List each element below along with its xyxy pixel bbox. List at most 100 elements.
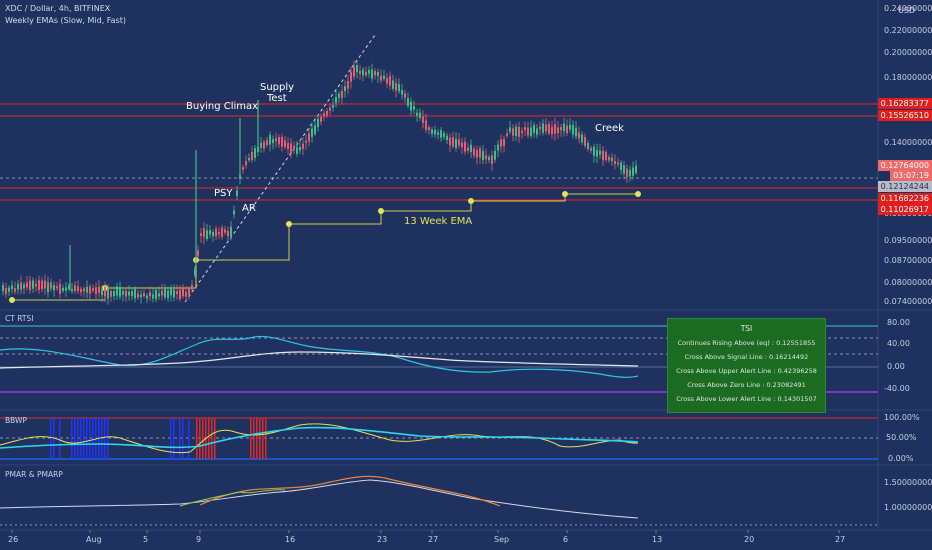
bbwp-bar	[262, 418, 264, 459]
candle-body	[476, 150, 478, 158]
candle-body	[74, 285, 76, 292]
time-axis[interactable]	[11, 530, 840, 533]
candle-body	[578, 132, 580, 139]
candle-body	[182, 287, 184, 297]
candle-body	[110, 291, 112, 297]
bbwp-pane-label[interactable]: BBWP	[5, 416, 27, 425]
candle-body	[266, 140, 268, 146]
candle-body	[98, 286, 100, 293]
time-label: 20	[744, 535, 755, 544]
candle-body	[581, 134, 583, 143]
annotation-psy: PSY	[214, 188, 233, 199]
candle-body	[416, 112, 418, 116]
candle-body	[221, 227, 223, 238]
candle-body	[590, 147, 592, 151]
candle-body	[20, 282, 22, 290]
trend-line	[184, 34, 376, 303]
candle-body	[458, 139, 460, 146]
price-label: 0.09500000	[884, 236, 932, 245]
candle-body	[473, 148, 475, 156]
candle-body	[230, 226, 232, 236]
pmar-axis-label: 1.00000000	[884, 503, 932, 512]
candle-body	[359, 70, 361, 74]
candle-body	[107, 289, 109, 299]
candle-body	[596, 149, 598, 157]
bbwp-bar	[77, 418, 79, 459]
bbwp-bar	[95, 418, 97, 459]
candle-body	[545, 124, 547, 132]
candle-body	[272, 139, 274, 144]
annotation-buying-climax: Buying Climax	[186, 101, 259, 112]
candle-body	[242, 166, 244, 170]
candle-body	[485, 155, 487, 160]
candle-body	[236, 190, 238, 197]
bbwp-bar	[202, 418, 204, 459]
candle-body	[47, 282, 49, 293]
time-label: 23	[377, 535, 388, 544]
candle-body	[548, 123, 550, 134]
bbwp-bar	[179, 418, 181, 459]
bbwp-bar	[256, 418, 258, 459]
bbwp-bar	[188, 418, 190, 459]
bbwp-bar	[80, 418, 82, 459]
time-label: 27	[835, 535, 846, 544]
bbwp-bar	[265, 418, 267, 459]
candle-body	[494, 150, 496, 160]
candle-body	[341, 90, 343, 99]
candle-body	[566, 125, 568, 134]
candle-body	[140, 294, 142, 298]
candle-body	[419, 112, 421, 118]
candle-body	[269, 134, 271, 145]
candle-body	[380, 75, 382, 81]
candle-body	[557, 127, 559, 134]
rtsi-pane-label[interactable]: CT RTSI	[5, 314, 34, 323]
candle-body	[353, 66, 355, 77]
candle-body	[212, 231, 214, 237]
candle-body	[200, 233, 202, 237]
candle-body	[431, 129, 433, 134]
candle-body	[83, 288, 85, 292]
candle-body	[125, 290, 127, 297]
candle-body	[131, 290, 133, 297]
time-label: Sep	[494, 535, 510, 544]
candle-body	[101, 289, 103, 296]
price-label: 0.24000000	[884, 4, 932, 13]
candle-body	[401, 89, 403, 95]
candle-body	[560, 127, 562, 131]
candle-body	[611, 157, 613, 162]
candle-body	[512, 128, 514, 136]
bbwp-bar	[71, 418, 73, 459]
candle-body	[464, 141, 466, 152]
bbwp-bar	[253, 418, 255, 459]
bbwp-axis-label: 100.00%	[884, 413, 920, 422]
tsi-row: Continues Rising Above (eq) : 0.12551855	[677, 339, 816, 347]
bbwp-bar	[86, 418, 88, 459]
candle-body	[128, 291, 130, 296]
candle-body	[152, 294, 154, 299]
candle-body	[305, 140, 307, 143]
tsi-row: Cross Above Lower Alert Line : 0.1430150…	[676, 395, 817, 403]
candle-body	[170, 288, 172, 296]
candle-body	[338, 93, 340, 98]
candle-body	[143, 293, 145, 297]
candle-body	[158, 293, 160, 297]
pmar-axis-label: 1.50000000	[884, 478, 932, 487]
candle-body	[608, 156, 610, 161]
price-label: 0.07400000	[884, 297, 932, 306]
candle-body	[446, 135, 448, 140]
candle-body	[482, 151, 484, 161]
candle-body	[77, 286, 79, 292]
candle-body	[449, 137, 451, 146]
bbwp-pane	[0, 417, 878, 460]
candle-body	[71, 289, 73, 292]
candle-body	[398, 84, 400, 92]
candle-body	[389, 76, 391, 86]
pmar-pane-label[interactable]: PMAR & PMARP	[5, 470, 63, 479]
candle-body	[62, 287, 64, 291]
tsi-info-box: TSI Continues Rising Above (eq) : 0.1255…	[667, 318, 826, 413]
candle-body	[335, 96, 337, 103]
candle-body	[434, 130, 436, 135]
bbwp-bar	[59, 418, 61, 459]
